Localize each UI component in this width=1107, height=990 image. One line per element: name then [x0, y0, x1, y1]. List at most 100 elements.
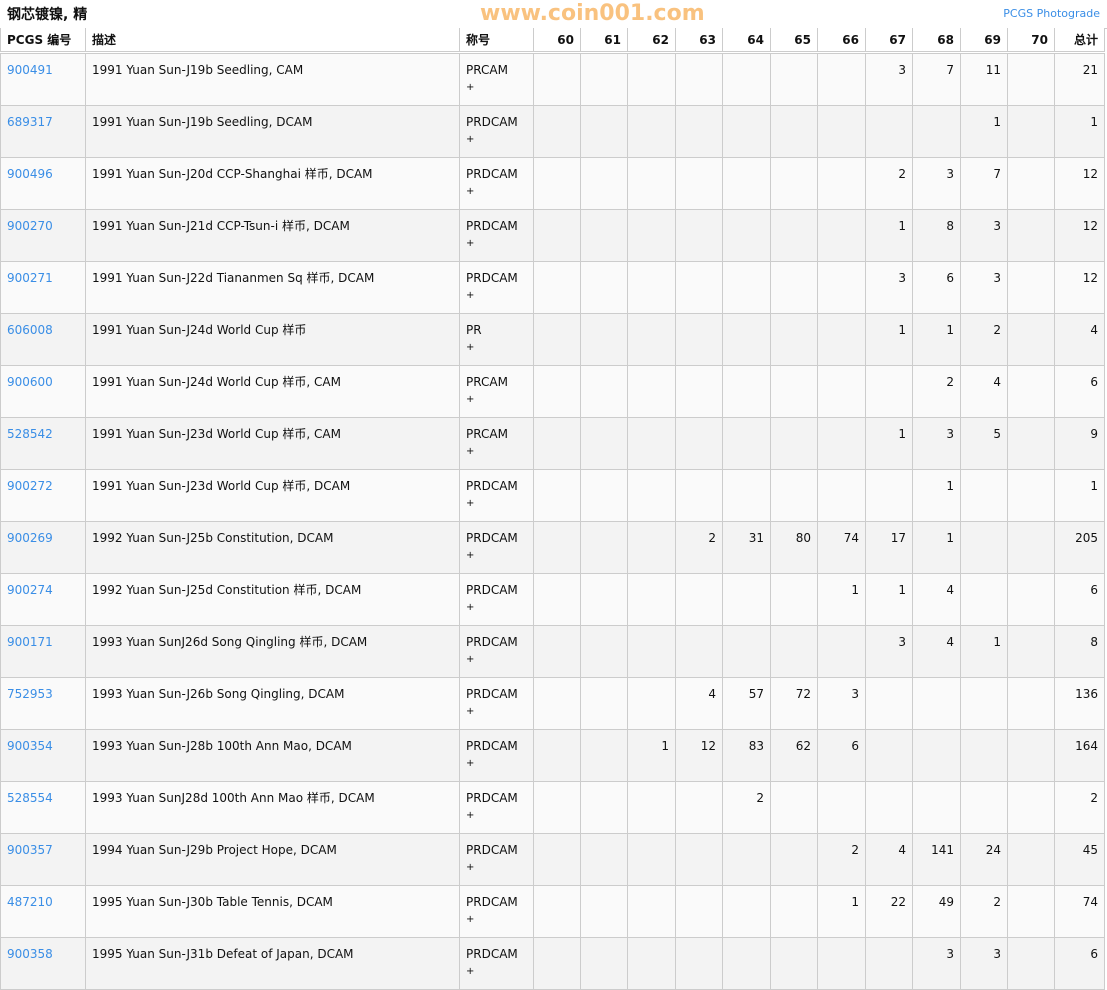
- column-header[interactable]: 68: [912, 28, 961, 54]
- plus-link[interactable]: +: [466, 862, 475, 873]
- pcgs-number-link[interactable]: 528554: [7, 791, 53, 805]
- pcgs-number-link[interactable]: 752953: [7, 687, 53, 701]
- grade-count-cell: [770, 885, 818, 938]
- plus-link[interactable]: +: [466, 134, 475, 145]
- description-cell: 1991 Yuan Sun-J22d Tiananmen Sq 样币, DCAM: [85, 261, 460, 314]
- pcgs-number-link[interactable]: 900496: [7, 167, 53, 181]
- plus-link[interactable]: +: [466, 966, 475, 977]
- pcgs-number-link[interactable]: 900358: [7, 947, 53, 961]
- total-cell: 2: [1054, 781, 1105, 834]
- grade-count-cell: [1007, 625, 1055, 678]
- column-header[interactable]: 64: [722, 28, 771, 54]
- plus-link[interactable]: +: [466, 238, 475, 249]
- grade-count-cell: [770, 209, 818, 262]
- total-cell: 6: [1054, 937, 1105, 990]
- plus-link[interactable]: +: [466, 810, 475, 821]
- grade-count-cell: [627, 781, 676, 834]
- column-header[interactable]: 描述: [85, 28, 460, 54]
- pcgs-number-link[interactable]: 900491: [7, 63, 53, 77]
- grade-count-cell: [722, 937, 771, 990]
- pcgs-number-link[interactable]: 606008: [7, 323, 53, 337]
- description-cell: 1991 Yuan Sun-J24d World Cup 样币, CAM: [85, 365, 460, 418]
- plus-link[interactable]: +: [466, 290, 475, 301]
- pcgs-number-link[interactable]: 900271: [7, 271, 53, 285]
- column-header[interactable]: 60: [533, 28, 581, 54]
- pcgs-number-link[interactable]: 900270: [7, 219, 53, 233]
- grade-count-cell: [533, 573, 581, 626]
- column-header[interactable]: 67: [865, 28, 913, 54]
- column-header[interactable]: 69: [960, 28, 1008, 54]
- column-header[interactable]: 63: [675, 28, 723, 54]
- designation: PRCAM: [466, 63, 508, 77]
- column-header[interactable]: 70: [1007, 28, 1055, 54]
- plus-link[interactable]: +: [466, 186, 475, 197]
- plus-link[interactable]: +: [466, 498, 475, 509]
- grade-count-cell: [675, 365, 723, 418]
- grade-count-cell: [580, 781, 628, 834]
- pcgs-number-link[interactable]: 487210: [7, 895, 53, 909]
- designation: PR: [466, 323, 482, 337]
- designation-cell: PRDCAM +: [459, 781, 534, 834]
- designation: PRDCAM: [466, 791, 518, 805]
- grade-count-cell: 6: [912, 261, 961, 314]
- grade-count-cell: 31: [722, 521, 771, 574]
- plus-link[interactable]: +: [466, 602, 475, 613]
- column-header[interactable]: 61: [580, 28, 628, 54]
- grade-count-cell: [770, 157, 818, 210]
- pcgs-number-link[interactable]: 528542: [7, 427, 53, 441]
- description-cell: 1993 Yuan Sun-J28b 100th Ann Mao, DCAM: [85, 729, 460, 782]
- grade-count-cell: [675, 261, 723, 314]
- pcgs-number-link[interactable]: 900269: [7, 531, 53, 545]
- column-header[interactable]: 66: [817, 28, 866, 54]
- plus-link[interactable]: +: [466, 342, 475, 353]
- grade-count-cell: [627, 365, 676, 418]
- grade-count-cell: 4: [865, 833, 913, 886]
- column-header[interactable]: 总计: [1054, 28, 1105, 54]
- designation: PRDCAM: [466, 531, 518, 545]
- plus-link[interactable]: +: [466, 82, 475, 93]
- grade-count-cell: [533, 209, 581, 262]
- grade-count-cell: [817, 313, 866, 366]
- grade-count-cell: 2: [960, 885, 1008, 938]
- grade-count-cell: [533, 625, 581, 678]
- plus-link[interactable]: +: [466, 394, 475, 405]
- grade-count-cell: [817, 625, 866, 678]
- grade-count-cell: [627, 105, 676, 158]
- grade-count-cell: [533, 417, 581, 470]
- table-row: 900600 1991 Yuan Sun-J24d World Cup 样币, C…: [0, 365, 1105, 418]
- grade-count-cell: [1007, 261, 1055, 314]
- column-header[interactable]: 称号: [459, 28, 534, 54]
- column-header[interactable]: 62: [627, 28, 676, 54]
- pcgs-number-link[interactable]: 900274: [7, 583, 53, 597]
- designation: PRDCAM: [466, 219, 518, 233]
- grade-count-cell: [533, 313, 581, 366]
- grade-count-cell: [817, 261, 866, 314]
- grade-count-cell: [1007, 417, 1055, 470]
- pcgs-number-link[interactable]: 900354: [7, 739, 53, 753]
- grade-count-cell: [912, 729, 961, 782]
- pcgs-number-link[interactable]: 900357: [7, 843, 53, 857]
- grade-count-cell: 1: [960, 625, 1008, 678]
- grade-count-cell: [533, 105, 581, 158]
- total-cell: 6: [1054, 573, 1105, 626]
- plus-link[interactable]: +: [466, 446, 475, 457]
- pcgs-number-cell: 487210: [0, 885, 86, 938]
- pcgs-number-link[interactable]: 689317: [7, 115, 53, 129]
- plus-link[interactable]: +: [466, 914, 475, 925]
- pcgs-number-link[interactable]: 900171: [7, 635, 53, 649]
- plus-link[interactable]: +: [466, 706, 475, 717]
- pcgs-number-link[interactable]: 900272: [7, 479, 53, 493]
- plus-link[interactable]: +: [466, 550, 475, 561]
- table-row: 900171 1993 Yuan SunJ26d Song Qingling 样币…: [0, 625, 1105, 678]
- pcgs-number-link[interactable]: 900600: [7, 375, 53, 389]
- grade-count-cell: [627, 625, 676, 678]
- plus-link[interactable]: +: [466, 758, 475, 769]
- grade-count-cell: [817, 937, 866, 990]
- table-row: 487210 1995 Yuan Sun-J30b Table Tennis, D…: [0, 885, 1105, 938]
- designation-cell: PRDCAM +: [459, 521, 534, 574]
- column-header[interactable]: PCGS 编号: [0, 28, 86, 54]
- plus-link[interactable]: +: [466, 654, 475, 665]
- total-cell: 136: [1054, 677, 1105, 730]
- column-header[interactable]: 65: [770, 28, 818, 54]
- photograde-link[interactable]: PCGS Photograde: [1003, 7, 1100, 20]
